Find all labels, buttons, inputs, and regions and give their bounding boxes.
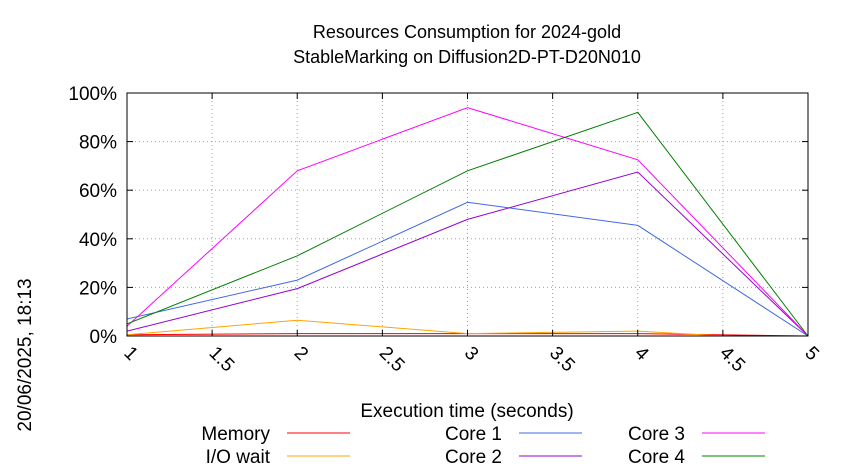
y-tick-label: 80% xyxy=(79,133,117,154)
legend-label-core-1: Core 1 xyxy=(445,424,502,445)
x-tick-label: 1.5 xyxy=(205,343,239,377)
y-tick-label: 0% xyxy=(90,327,118,348)
series-line-core-3 xyxy=(126,107,809,337)
series-line-core-1 xyxy=(126,201,809,337)
legend-label-core-2: Core 2 xyxy=(445,447,502,468)
chart-title-line-2: StableMarking on Diffusion2D-PT-D20N010 xyxy=(293,47,641,67)
timestamp-label: 20/06/2025, 18:13 xyxy=(15,278,36,431)
x-tick-label: 3.5 xyxy=(545,343,579,377)
x-tick-label: 5 xyxy=(800,343,822,365)
y-tick-label: 60% xyxy=(79,181,117,202)
x-tick-label: 2.5 xyxy=(375,343,409,377)
x-axis-label: Execution time (seconds) xyxy=(360,401,573,422)
series-line-core-4 xyxy=(126,111,809,337)
chart-title-line-1: Resources Consumption for 2024-gold xyxy=(313,22,621,42)
y-tick-label: 100% xyxy=(68,84,117,105)
legend-label-memory: Memory xyxy=(201,424,270,445)
x-tick-label: 1 xyxy=(119,343,141,365)
legend-label-core-3: Core 3 xyxy=(628,424,685,445)
legend-label-core-4: Core 4 xyxy=(628,447,685,468)
series-line-core-2 xyxy=(126,171,809,337)
x-tick-label: 3 xyxy=(460,343,482,365)
legend-label-i-o-wait: I/O wait xyxy=(206,447,271,468)
x-tick-label: 2 xyxy=(290,343,312,365)
x-tick-label: 4 xyxy=(630,343,653,366)
axis-ticks: 0% 20% 40% 60% 80% 100% 1 1.5 2 2.5 3 3.5 4 4.5 5 xyxy=(68,84,822,376)
grid xyxy=(127,93,808,336)
y-tick-label: 20% xyxy=(79,278,117,299)
x-tick-label: 4.5 xyxy=(715,343,749,377)
y-tick-label: 40% xyxy=(79,230,117,251)
